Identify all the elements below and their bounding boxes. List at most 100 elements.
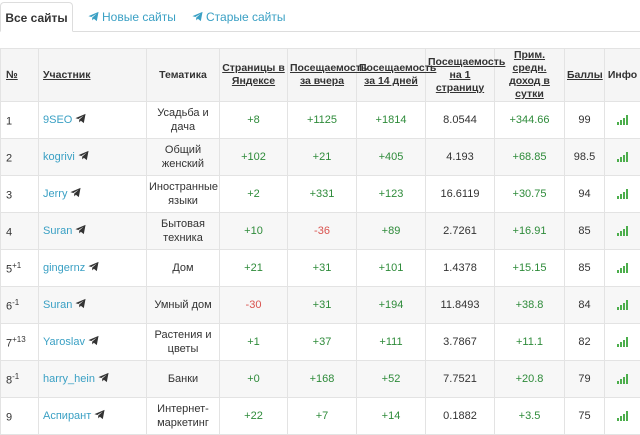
participant-link[interactable]: gingernz <box>43 262 85 274</box>
pages-cell: +2 <box>220 176 288 213</box>
topic-cell: Банки <box>147 361 220 398</box>
income-cell: +15.15 <box>495 250 565 287</box>
score-cell: 94 <box>565 176 605 213</box>
participant-link[interactable]: harry_hein <box>43 373 95 385</box>
pages-cell: +1 <box>220 324 288 361</box>
participant-link[interactable]: kogrivi <box>43 151 75 163</box>
participant-link[interactable]: Suran <box>43 299 72 311</box>
score-cell: 85 <box>565 250 605 287</box>
rank-cell: 2 <box>1 139 39 176</box>
visits-per-page-cell: 16.6119 <box>426 176 495 213</box>
rank-cell: 8-1 <box>1 361 39 398</box>
telegram-icon <box>98 372 109 383</box>
header-pages[interactable]: Страницы в Яндексе <box>220 49 288 102</box>
participant-cell: kogrivi <box>39 139 147 176</box>
visits-14-cell: +89 <box>357 213 426 250</box>
tab-new-sites[interactable]: Новые сайты <box>88 2 176 32</box>
table-header-row: № Участник Тематика Страницы в Яндексе П… <box>1 49 640 102</box>
participant-cell: harry_hein <box>39 361 147 398</box>
visits-yesterday-cell: +31 <box>288 287 357 324</box>
participant-link[interactable]: Jerry <box>43 188 67 200</box>
participant-link[interactable]: Suran <box>43 225 72 237</box>
visits-14-cell: +111 <box>357 324 426 361</box>
rank-cell: 5+1 <box>1 250 39 287</box>
visits-per-page-cell: 0.1882 <box>426 398 495 435</box>
tab-old-label: Старые сайты <box>206 10 286 24</box>
participant-cell: Аспирант <box>39 398 147 435</box>
visits-14-cell: +405 <box>357 139 426 176</box>
score-cell: 85 <box>565 213 605 250</box>
score-cell: 82 <box>565 324 605 361</box>
signal-bars-icon[interactable] <box>617 374 629 384</box>
participant-link[interactable]: Yaroslav <box>43 336 85 348</box>
score-cell: 79 <box>565 361 605 398</box>
rank-number: 1 <box>6 116 12 128</box>
rank-change: -1 <box>12 372 19 381</box>
visits-per-page-cell: 2.7261 <box>426 213 495 250</box>
rating-table: № Участник Тематика Страницы в Яндексе П… <box>0 48 640 435</box>
telegram-icon <box>192 11 203 22</box>
pages-cell: +0 <box>220 361 288 398</box>
signal-bars-icon[interactable] <box>617 300 629 310</box>
topic-cell: Умный дом <box>147 287 220 324</box>
income-cell: +16.91 <box>495 213 565 250</box>
header-score[interactable]: Баллы <box>565 49 605 102</box>
topic-cell: Интернет-маркетинг <box>147 398 220 435</box>
rank-number: 9 <box>6 412 12 424</box>
participant-link[interactable]: Аспирант <box>43 410 91 422</box>
participant-cell: gingernz <box>39 250 147 287</box>
tab-old-sites[interactable]: Старые сайты <box>192 2 286 32</box>
signal-bars-icon[interactable] <box>617 115 629 125</box>
rank-cell: 4 <box>1 213 39 250</box>
visits-per-page-cell: 11.8493 <box>426 287 495 324</box>
visits-yesterday-cell: +7 <box>288 398 357 435</box>
visits-yesterday-cell: +21 <box>288 139 357 176</box>
topic-cell: Растения и цветы <box>147 324 220 361</box>
signal-bars-icon[interactable] <box>617 411 629 421</box>
header-num[interactable]: № <box>1 49 39 102</box>
tab-new-label: Новые сайты <box>102 10 176 24</box>
header-visits-yesterday[interactable]: Посещаемость за вчера <box>288 49 357 102</box>
topic-cell: Бытовая техника <box>147 213 220 250</box>
signal-bars-icon[interactable] <box>617 263 629 273</box>
visits-per-page-cell: 8.0544 <box>426 102 495 139</box>
signal-bars-icon[interactable] <box>617 337 629 347</box>
pages-cell: +102 <box>220 139 288 176</box>
visits-yesterday-cell: +168 <box>288 361 357 398</box>
signal-bars-icon[interactable] <box>617 189 629 199</box>
info-cell <box>605 139 640 176</box>
rank-number: 3 <box>6 190 12 202</box>
info-cell <box>605 213 640 250</box>
visits-yesterday-cell: +331 <box>288 176 357 213</box>
income-cell: +11.1 <box>495 324 565 361</box>
visits-per-page-cell: 1.4378 <box>426 250 495 287</box>
header-income[interactable]: Прим. средн. доход в сутки <box>495 49 565 102</box>
pages-cell: +22 <box>220 398 288 435</box>
income-cell: +30.75 <box>495 176 565 213</box>
income-cell: +344.66 <box>495 102 565 139</box>
tab-all-sites[interactable]: Все сайты <box>0 2 73 32</box>
visits-14-cell: +1814 <box>357 102 426 139</box>
score-cell: 75 <box>565 398 605 435</box>
info-cell <box>605 102 640 139</box>
score-cell: 98.5 <box>565 139 605 176</box>
header-visits-per-page[interactable]: Посещаемость на 1 страницу <box>426 49 495 102</box>
topic-cell: Иностранные языки <box>147 176 220 213</box>
telegram-icon <box>88 261 99 272</box>
participant-cell: Suran <box>39 287 147 324</box>
signal-bars-icon[interactable] <box>617 152 629 162</box>
visits-yesterday-cell: +31 <box>288 250 357 287</box>
header-participant[interactable]: Участник <box>39 49 147 102</box>
info-cell <box>605 398 640 435</box>
header-visits-14[interactable]: Посещаемость за 14 дней <box>357 49 426 102</box>
rank-cell: 9 <box>1 398 39 435</box>
visits-14-cell: +52 <box>357 361 426 398</box>
signal-bars-icon[interactable] <box>617 226 629 236</box>
participant-cell: 9SEO <box>39 102 147 139</box>
rank-number: 2 <box>6 153 12 165</box>
info-cell <box>605 361 640 398</box>
participant-link[interactable]: 9SEO <box>43 114 72 126</box>
